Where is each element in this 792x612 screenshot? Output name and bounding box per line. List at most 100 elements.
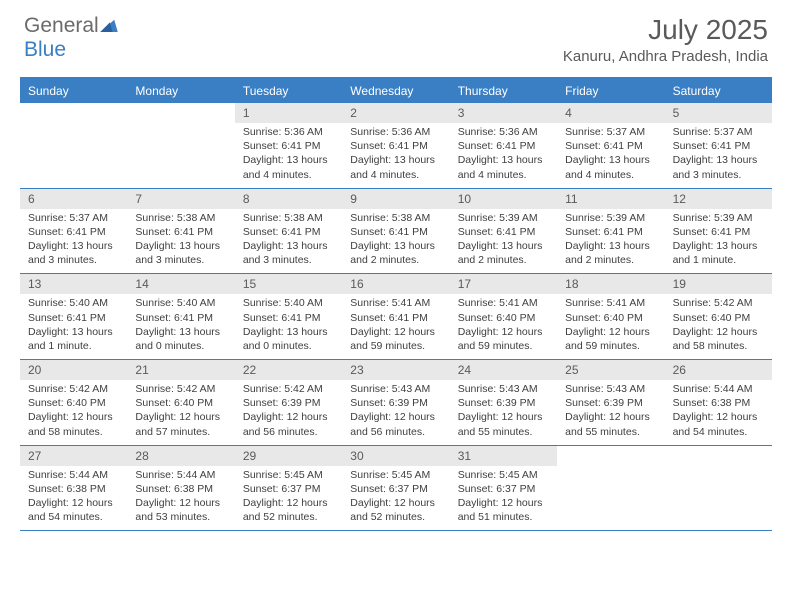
day-cell: 20Sunrise: 5:42 AMSunset: 6:40 PMDayligh…	[20, 360, 127, 445]
day-number: 1	[235, 103, 342, 123]
day-details: Sunrise: 5:36 AMSunset: 6:41 PMDaylight:…	[342, 123, 449, 188]
day-details: Sunrise: 5:36 AMSunset: 6:41 PMDaylight:…	[450, 123, 557, 188]
day-cell: 31Sunrise: 5:45 AMSunset: 6:37 PMDayligh…	[450, 446, 557, 531]
day-number	[665, 446, 772, 452]
day-cell: 10Sunrise: 5:39 AMSunset: 6:41 PMDayligh…	[450, 189, 557, 274]
week-row: 13Sunrise: 5:40 AMSunset: 6:41 PMDayligh…	[20, 274, 772, 360]
day-number	[127, 103, 234, 109]
day-header: Wednesday	[342, 79, 449, 103]
day-number: 21	[127, 360, 234, 380]
day-details: Sunrise: 5:38 AMSunset: 6:41 PMDaylight:…	[235, 209, 342, 274]
day-number: 16	[342, 274, 449, 294]
day-cell: 2Sunrise: 5:36 AMSunset: 6:41 PMDaylight…	[342, 103, 449, 188]
week-row: 20Sunrise: 5:42 AMSunset: 6:40 PMDayligh…	[20, 360, 772, 446]
day-cell: 11Sunrise: 5:39 AMSunset: 6:41 PMDayligh…	[557, 189, 664, 274]
day-number: 6	[20, 189, 127, 209]
day-number	[20, 103, 127, 109]
day-number: 28	[127, 446, 234, 466]
day-cell: 16Sunrise: 5:41 AMSunset: 6:41 PMDayligh…	[342, 274, 449, 359]
day-details: Sunrise: 5:42 AMSunset: 6:40 PMDaylight:…	[127, 380, 234, 445]
day-details: Sunrise: 5:37 AMSunset: 6:41 PMDaylight:…	[20, 209, 127, 274]
day-details: Sunrise: 5:41 AMSunset: 6:40 PMDaylight:…	[450, 294, 557, 359]
day-cell: 18Sunrise: 5:41 AMSunset: 6:40 PMDayligh…	[557, 274, 664, 359]
day-cell	[665, 446, 772, 531]
day-header: Saturday	[665, 79, 772, 103]
day-details: Sunrise: 5:42 AMSunset: 6:40 PMDaylight:…	[20, 380, 127, 445]
location-text: Kanuru, Andhra Pradesh, India	[563, 48, 768, 65]
day-details: Sunrise: 5:41 AMSunset: 6:41 PMDaylight:…	[342, 294, 449, 359]
day-header-row: Sunday Monday Tuesday Wednesday Thursday…	[20, 79, 772, 103]
day-number: 15	[235, 274, 342, 294]
month-title: July 2025	[563, 14, 768, 46]
day-cell: 7Sunrise: 5:38 AMSunset: 6:41 PMDaylight…	[127, 189, 234, 274]
day-number: 27	[20, 446, 127, 466]
day-number: 7	[127, 189, 234, 209]
day-details: Sunrise: 5:43 AMSunset: 6:39 PMDaylight:…	[557, 380, 664, 445]
day-number: 8	[235, 189, 342, 209]
day-number: 2	[342, 103, 449, 123]
day-cell	[20, 103, 127, 188]
day-cell: 21Sunrise: 5:42 AMSunset: 6:40 PMDayligh…	[127, 360, 234, 445]
day-number: 20	[20, 360, 127, 380]
logo-text-blue: Blue	[24, 38, 66, 61]
day-cell: 5Sunrise: 5:37 AMSunset: 6:41 PMDaylight…	[665, 103, 772, 188]
day-number: 29	[235, 446, 342, 466]
day-details: Sunrise: 5:40 AMSunset: 6:41 PMDaylight:…	[235, 294, 342, 359]
day-details: Sunrise: 5:36 AMSunset: 6:41 PMDaylight:…	[235, 123, 342, 188]
day-number: 25	[557, 360, 664, 380]
day-details: Sunrise: 5:42 AMSunset: 6:40 PMDaylight:…	[665, 294, 772, 359]
day-cell: 27Sunrise: 5:44 AMSunset: 6:38 PMDayligh…	[20, 446, 127, 531]
day-header: Thursday	[450, 79, 557, 103]
day-details: Sunrise: 5:37 AMSunset: 6:41 PMDaylight:…	[665, 123, 772, 188]
day-number: 31	[450, 446, 557, 466]
week-row: 6Sunrise: 5:37 AMSunset: 6:41 PMDaylight…	[20, 189, 772, 275]
day-number: 30	[342, 446, 449, 466]
day-cell	[557, 446, 664, 531]
day-details: Sunrise: 5:43 AMSunset: 6:39 PMDaylight:…	[342, 380, 449, 445]
day-cell: 26Sunrise: 5:44 AMSunset: 6:38 PMDayligh…	[665, 360, 772, 445]
day-cell: 19Sunrise: 5:42 AMSunset: 6:40 PMDayligh…	[665, 274, 772, 359]
logo: GeneralBlue	[24, 14, 118, 62]
day-number: 24	[450, 360, 557, 380]
day-header: Tuesday	[235, 79, 342, 103]
day-header: Monday	[127, 79, 234, 103]
day-details: Sunrise: 5:40 AMSunset: 6:41 PMDaylight:…	[20, 294, 127, 359]
day-details: Sunrise: 5:40 AMSunset: 6:41 PMDaylight:…	[127, 294, 234, 359]
day-details: Sunrise: 5:38 AMSunset: 6:41 PMDaylight:…	[127, 209, 234, 274]
day-cell: 8Sunrise: 5:38 AMSunset: 6:41 PMDaylight…	[235, 189, 342, 274]
day-details: Sunrise: 5:41 AMSunset: 6:40 PMDaylight:…	[557, 294, 664, 359]
day-number: 26	[665, 360, 772, 380]
day-number: 18	[557, 274, 664, 294]
day-number: 11	[557, 189, 664, 209]
title-block: July 2025 Kanuru, Andhra Pradesh, India	[563, 14, 768, 65]
day-cell: 25Sunrise: 5:43 AMSunset: 6:39 PMDayligh…	[557, 360, 664, 445]
day-cell: 1Sunrise: 5:36 AMSunset: 6:41 PMDaylight…	[235, 103, 342, 188]
day-cell	[127, 103, 234, 188]
day-details: Sunrise: 5:45 AMSunset: 6:37 PMDaylight:…	[235, 466, 342, 531]
day-cell: 22Sunrise: 5:42 AMSunset: 6:39 PMDayligh…	[235, 360, 342, 445]
day-cell: 28Sunrise: 5:44 AMSunset: 6:38 PMDayligh…	[127, 446, 234, 531]
day-number: 10	[450, 189, 557, 209]
day-cell: 4Sunrise: 5:37 AMSunset: 6:41 PMDaylight…	[557, 103, 664, 188]
day-cell: 14Sunrise: 5:40 AMSunset: 6:41 PMDayligh…	[127, 274, 234, 359]
week-row: 27Sunrise: 5:44 AMSunset: 6:38 PMDayligh…	[20, 446, 772, 532]
day-cell: 30Sunrise: 5:45 AMSunset: 6:37 PMDayligh…	[342, 446, 449, 531]
day-number: 14	[127, 274, 234, 294]
day-cell: 6Sunrise: 5:37 AMSunset: 6:41 PMDaylight…	[20, 189, 127, 274]
day-number: 12	[665, 189, 772, 209]
logo-triangle-icon	[100, 18, 118, 37]
day-details: Sunrise: 5:45 AMSunset: 6:37 PMDaylight:…	[342, 466, 449, 531]
day-details: Sunrise: 5:39 AMSunset: 6:41 PMDaylight:…	[557, 209, 664, 274]
day-details: Sunrise: 5:45 AMSunset: 6:37 PMDaylight:…	[450, 466, 557, 531]
day-number	[557, 446, 664, 452]
day-number: 22	[235, 360, 342, 380]
day-header: Friday	[557, 79, 664, 103]
day-number: 13	[20, 274, 127, 294]
day-details: Sunrise: 5:39 AMSunset: 6:41 PMDaylight:…	[665, 209, 772, 274]
day-cell: 12Sunrise: 5:39 AMSunset: 6:41 PMDayligh…	[665, 189, 772, 274]
calendar: Sunday Monday Tuesday Wednesday Thursday…	[20, 77, 772, 531]
day-details: Sunrise: 5:37 AMSunset: 6:41 PMDaylight:…	[557, 123, 664, 188]
day-details: Sunrise: 5:44 AMSunset: 6:38 PMDaylight:…	[127, 466, 234, 531]
day-details: Sunrise: 5:44 AMSunset: 6:38 PMDaylight:…	[665, 380, 772, 445]
day-cell: 24Sunrise: 5:43 AMSunset: 6:39 PMDayligh…	[450, 360, 557, 445]
